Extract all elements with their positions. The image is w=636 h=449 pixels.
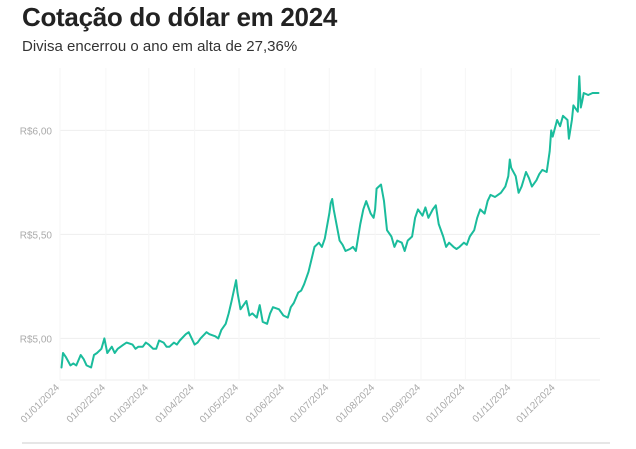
grid-lines [59,68,600,381]
x-tick-label: 01/03/2024 [108,382,151,425]
x-axis-ticks: 01/01/2024 01/02/2024 01/03/2024 01/04/2024… [19,382,558,425]
chart-subtitle: Divisa encerrou o ano em alta de 27,36% [22,38,298,55]
y-tick-label: R$5,00 [20,334,53,345]
x-tick-label: 01/02/2024 [65,382,108,425]
series-line [60,75,600,369]
x-tick-label: 01/12/2024 [515,382,558,425]
y-tick-label: R$5,50 [20,230,53,241]
x-tick-label: 01/07/2024 [288,382,331,425]
x-tick-label: 01/06/2024 [244,382,287,425]
x-tick-label: 01/04/2024 [154,382,197,425]
x-tick-label: 01/08/2024 [334,382,377,425]
x-tick-label: 01/11/2024 [471,382,514,425]
x-tick-label: 01/01/2024 [19,382,62,425]
x-tick-label: 01/10/2024 [424,382,467,425]
y-axis-ticks: R$5,00 R$5,50 R$6,00 [20,126,53,345]
series-layer [60,75,600,369]
x-tick-label: 01/05/2024 [198,382,241,425]
x-tick-label: 01/09/2024 [380,382,423,425]
y-tick-label: R$6,00 [20,126,53,137]
chart-title: Cotação do dólar em 2024 [22,2,338,32]
